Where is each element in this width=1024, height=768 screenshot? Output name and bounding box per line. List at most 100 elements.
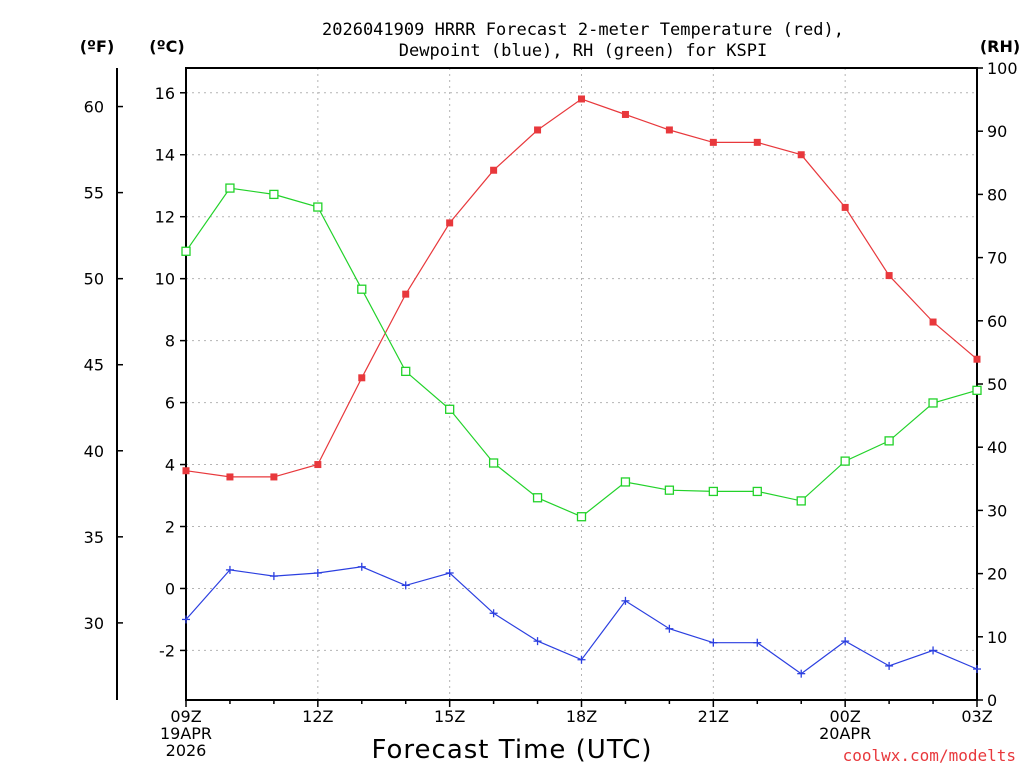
x-tick-label: 03Z	[961, 707, 992, 726]
rh-point	[313, 202, 323, 212]
temperature-point	[709, 138, 717, 146]
rh-point	[972, 385, 982, 395]
temperature-series-line	[185, 98, 978, 478]
dewpoint-point	[841, 637, 850, 646]
temperature-point	[885, 272, 893, 280]
temperature-point	[226, 473, 234, 481]
rh-point	[269, 189, 279, 200]
rh-point	[401, 366, 411, 377]
temperature-point	[578, 95, 585, 103]
temperature-point	[358, 374, 366, 382]
c-tick-label: 10	[155, 270, 175, 289]
rh-point	[928, 398, 938, 408]
dewpoint-point	[797, 669, 806, 678]
temperature-point	[973, 355, 981, 363]
rh-point	[620, 477, 631, 487]
rh-tick-label: 10	[987, 628, 1007, 647]
x-tick-label: 12Z	[302, 707, 333, 726]
c-tick-label: 4	[165, 456, 175, 475]
dewpoint-point	[621, 596, 630, 605]
dewpoint-point	[577, 655, 586, 664]
temperature-point	[753, 138, 761, 146]
chart-title-line-2: Dewpoint (blue), RH (green) for KSPI	[399, 41, 767, 61]
temperature-point	[929, 318, 937, 326]
c-tick-label: 2	[165, 518, 175, 537]
chart-title-line-1: 2026041909 HRRR Forecast 2-meter Tempera…	[322, 20, 844, 40]
rh-tick-label: 0	[987, 691, 997, 710]
rh-point	[796, 496, 806, 506]
rh-tick-label: 30	[987, 501, 1007, 520]
temperature-point	[182, 467, 190, 475]
rh-point	[445, 404, 455, 414]
x-tick-label: 20APR	[819, 724, 871, 743]
fahrenheit-unit-label: (ºF)	[80, 37, 115, 56]
dewpoint-point	[445, 568, 454, 577]
f-tick-label: 45	[84, 356, 104, 375]
dewpoint-point	[401, 581, 410, 590]
rh-tick-label: 60	[987, 312, 1007, 331]
c-tick-label: -2	[159, 641, 175, 660]
celsius-unit-label: (ºC)	[149, 37, 184, 56]
temperature-point	[270, 473, 278, 481]
dewpoint-point	[182, 615, 190, 624]
temperature-point	[841, 203, 849, 211]
rh-point	[488, 458, 499, 468]
temperature-point	[446, 219, 454, 227]
dewpoint-point	[885, 661, 894, 670]
grid-lines	[186, 68, 977, 700]
x-tick-label: 19APR	[160, 724, 212, 743]
f-tick-label: 55	[84, 184, 104, 203]
rh-point	[532, 493, 543, 503]
x-axis-label: Forecast Time (UTC)	[371, 735, 652, 765]
x-tick-label: 18Z	[566, 707, 597, 726]
rh-point	[225, 183, 235, 193]
rh-point	[664, 485, 675, 495]
f-tick-label: 30	[84, 614, 104, 633]
data-series	[181, 95, 982, 678]
temperature-point	[797, 151, 805, 159]
rh-unit-label: (RH)	[980, 37, 1020, 56]
dewpoint-point	[225, 565, 234, 574]
x-tick-label: 21Z	[698, 707, 729, 726]
f-tick-label: 35	[84, 528, 104, 547]
rh-point	[884, 436, 894, 446]
rh-tick-label: 80	[987, 185, 1007, 204]
dewpoint-point	[929, 646, 938, 655]
dewpoint-point	[753, 638, 762, 647]
f-tick-label: 50	[84, 270, 104, 289]
c-tick-label: 0	[165, 579, 175, 598]
temperature-point	[490, 166, 498, 174]
c-tick-label: 14	[155, 146, 175, 165]
axes: -2 0 2 4 6 8 10 12 14 16 30 35 40 45 50 55 60 0 10 20 30 40 50…	[84, 59, 1018, 760]
rh-tick-label: 90	[987, 122, 1007, 141]
c-tick-label: 16	[155, 84, 175, 103]
x-tick-label: 2026	[166, 741, 207, 760]
rh-point	[840, 456, 850, 466]
dewpoint-point	[489, 609, 498, 618]
plot-frame	[185, 67, 978, 701]
c-tick-label: 6	[165, 394, 175, 413]
rh-point	[576, 512, 587, 522]
x-tick-label: 00Z	[830, 707, 861, 726]
dewpoint-point	[533, 637, 542, 646]
c-tick-label: 8	[165, 332, 175, 351]
f-tick-label: 40	[84, 442, 104, 461]
rh-point	[181, 246, 191, 256]
temperature-point	[402, 290, 410, 298]
rh-tick-label: 70	[987, 249, 1007, 268]
dewpoint-point	[973, 665, 981, 674]
credit-text: coolwx.com/modelts	[843, 746, 1016, 765]
rh-tick-label: 40	[987, 438, 1007, 457]
dewpoint-point	[357, 562, 366, 571]
x-tick-label: 15Z	[434, 707, 465, 726]
rh-tick-label: 100	[987, 59, 1018, 78]
rh-point	[752, 486, 762, 497]
rh-point	[357, 284, 367, 294]
dewpoint-point	[709, 638, 718, 647]
dewpoint-point	[313, 568, 322, 577]
rh-tick-label: 50	[987, 375, 1007, 394]
c-tick-label: 12	[155, 208, 175, 227]
rh-point	[708, 486, 718, 497]
temperature-point	[665, 126, 673, 134]
